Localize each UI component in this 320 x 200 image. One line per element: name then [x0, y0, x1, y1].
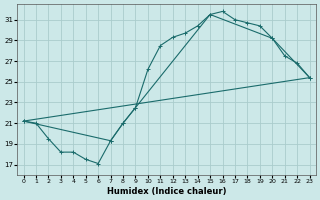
- X-axis label: Humidex (Indice chaleur): Humidex (Indice chaleur): [107, 187, 226, 196]
